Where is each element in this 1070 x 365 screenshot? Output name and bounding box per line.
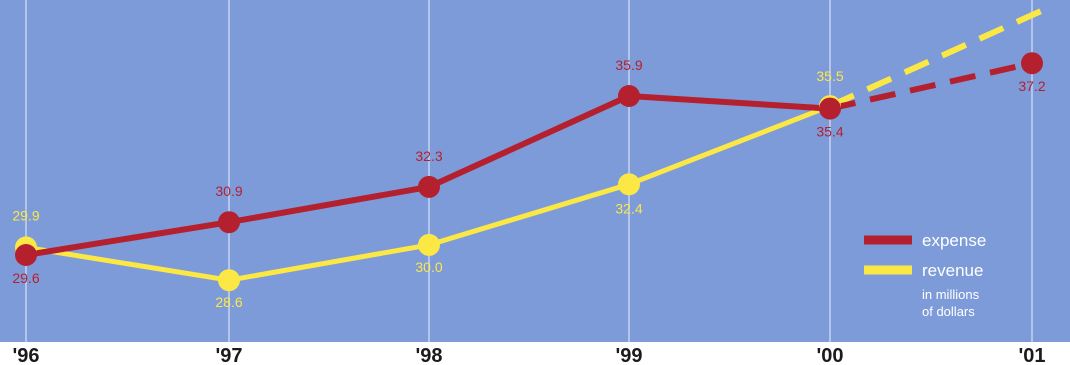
data-label-revenue-3: 32.4 xyxy=(615,200,642,216)
point-expense-3 xyxy=(618,85,640,107)
data-label-expense-0: 29.6 xyxy=(12,270,39,286)
plot-background xyxy=(0,0,1070,342)
point-revenue-2 xyxy=(418,233,440,256)
data-points xyxy=(15,52,1043,292)
data-label-expense-4: 35.4 xyxy=(816,124,843,140)
legend-label-expense: expense xyxy=(922,231,986,250)
x-axis-ticks: '96 '97 '98 '99 '00 '01 xyxy=(12,345,1045,365)
data-label-expense-3: 35.9 xyxy=(615,57,642,73)
series-line-expense-projected xyxy=(829,60,1033,112)
legend-unit-note-line1: in millions xyxy=(922,287,980,302)
x-tick-label-5: '01 xyxy=(1018,345,1045,365)
data-label-revenue-1: 28.6 xyxy=(215,294,242,310)
legend-unit-note-line2: of dollars xyxy=(922,304,975,319)
data-label-expense-1: 30.9 xyxy=(215,183,242,199)
data-labels: 29.6 30.9 32.3 35.9 35.4 37.2 29.9 28.6 30.0 32.4… xyxy=(12,57,1045,310)
point-expense-5 xyxy=(1021,52,1043,75)
point-revenue-1 xyxy=(218,269,240,292)
data-label-revenue-2: 30.0 xyxy=(415,259,442,275)
x-tick-label-3: '99 xyxy=(615,345,642,365)
point-expense-0 xyxy=(15,244,37,266)
point-expense-2 xyxy=(418,175,440,198)
legend-label-revenue: revenue xyxy=(922,261,983,280)
x-tick-label-1: '97 xyxy=(215,345,242,365)
legend: expense revenue in millions of dollars xyxy=(864,231,986,319)
point-expense-4 xyxy=(819,97,841,120)
x-tick-label-4: '00 xyxy=(816,345,843,365)
x-tick-label-2: '98 xyxy=(415,345,442,365)
x-tick-label-0: '96 xyxy=(12,345,39,365)
point-expense-1 xyxy=(218,211,240,234)
point-revenue-3 xyxy=(618,173,640,196)
data-label-expense-2: 32.3 xyxy=(415,148,442,164)
data-label-revenue-0: 29.9 xyxy=(12,207,39,223)
data-label-expense-5: 37.2 xyxy=(1018,78,1045,94)
data-label-revenue-4: 35.5 xyxy=(816,68,843,84)
